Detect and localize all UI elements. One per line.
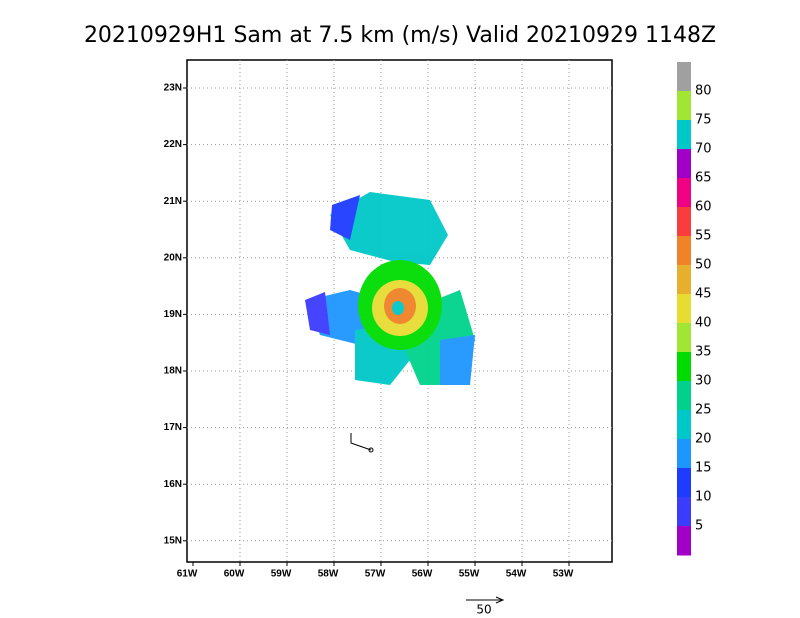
colorbar: 80 75 70 65 60 55 50 45 40 35 30 25 20 15 10 5 <box>677 62 712 556</box>
lat-label: 22N <box>164 139 182 150</box>
eye <box>392 301 404 315</box>
colorbar-band <box>677 265 691 295</box>
colorbar-label: 35 <box>695 345 712 360</box>
colorbar-label: 5 <box>695 519 703 534</box>
lat-label: 23N <box>164 83 182 94</box>
colorbar-label: 25 <box>695 403 712 418</box>
colorbar-band <box>677 526 691 556</box>
colorbar-band <box>677 410 691 440</box>
plot-frame <box>186 59 613 563</box>
colorbar-band <box>677 178 691 208</box>
colorbar-label: 75 <box>695 113 712 128</box>
colorbar-label: 20 <box>695 432 712 447</box>
colorbar-label: 80 <box>695 84 712 99</box>
colorbar-band <box>677 236 691 266</box>
lon-label: 57W <box>365 569 386 580</box>
colorbar-band <box>677 294 691 324</box>
frame <box>186 59 613 563</box>
colorbar-label: 40 <box>695 316 712 331</box>
colorbar-label: 70 <box>695 142 712 157</box>
lon-label: 53W <box>553 569 574 580</box>
lon-label: 59W <box>271 569 292 580</box>
lon-label: 58W <box>318 569 339 580</box>
lon-label: 56W <box>412 569 433 580</box>
lat-label: 15N <box>164 535 182 546</box>
lobe-north <box>330 192 448 265</box>
colorbar-band <box>677 207 691 237</box>
track-point <box>368 447 374 453</box>
lobe-west-edge <box>305 292 330 335</box>
colorbar-band <box>677 468 691 498</box>
colorbar-label: 45 <box>695 287 712 302</box>
colorbar-label: 30 <box>695 374 712 389</box>
lat-label: 21N <box>164 196 182 207</box>
lon-label: 61W <box>177 569 198 580</box>
reference-arrowhead <box>495 596 505 604</box>
lon-label: 55W <box>459 569 480 580</box>
colorbar-band <box>677 120 691 150</box>
lon-label: 60W <box>224 569 245 580</box>
lat-label: 19N <box>164 309 182 320</box>
wind-field <box>305 192 475 385</box>
colorbar-band <box>677 62 691 92</box>
colorbar-label: 65 <box>695 171 712 186</box>
title: 20210929H1 Sam at 7.5 km (m/s) Valid 202… <box>84 23 716 48</box>
colorbar-label: 15 <box>695 461 712 476</box>
lat-label: 18N <box>164 366 182 377</box>
colorbar-band <box>677 352 691 382</box>
lat-label: 16N <box>164 479 182 490</box>
reference-label: 50 <box>476 603 491 617</box>
lobe-east-edge <box>440 335 475 385</box>
colorbar-band <box>677 381 691 411</box>
colorbar-band <box>677 439 691 469</box>
track <box>350 433 372 451</box>
colorbar-band <box>677 149 691 179</box>
colorbar-label: 55 <box>695 229 712 244</box>
lobe-edge <box>330 195 360 240</box>
lon-label: 54W <box>506 569 527 580</box>
colorbar-band <box>677 497 691 527</box>
colorbar-band <box>677 323 691 353</box>
colorbar-label: 10 <box>695 490 712 505</box>
colorbar-label: 50 <box>695 258 712 273</box>
lat-label: 20N <box>164 252 182 263</box>
lat-label: 17N <box>164 422 182 433</box>
colorbar-band <box>677 91 691 121</box>
colorbar-label: 60 <box>695 200 712 215</box>
